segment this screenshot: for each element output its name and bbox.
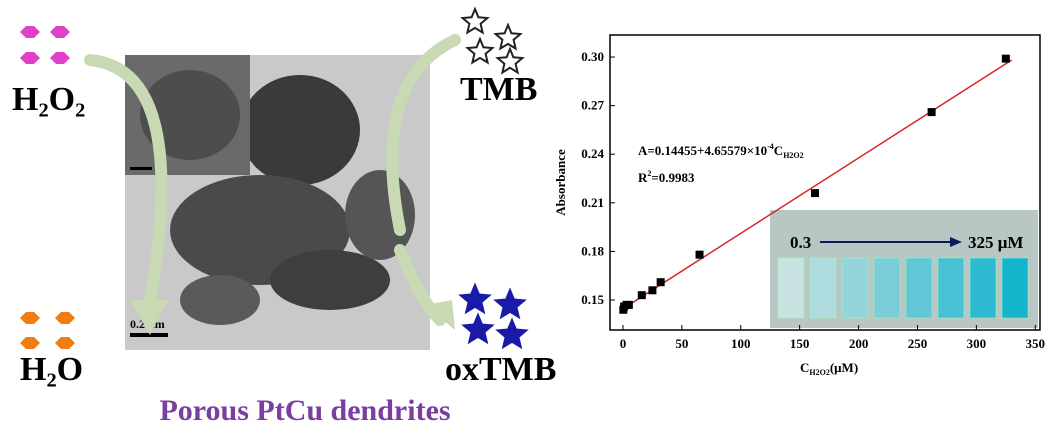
h2o2-icons — [20, 26, 70, 64]
x-tick-label: 100 — [731, 336, 751, 351]
x-label-unit: (μM) — [830, 360, 858, 375]
vial — [809, 257, 837, 319]
eq-lead: A=0.14455+4.65579×10 — [638, 143, 767, 158]
fit-line — [622, 59, 1013, 310]
vial — [937, 257, 965, 319]
y-tick-label: 0.18 — [581, 243, 604, 258]
eq-c: C — [774, 143, 783, 158]
chart: 0.3 325 μM 0 50 100 150 200 250 300 350 0.15 0.18 0.… — [553, 34, 1045, 377]
y-tick-label: 0.27 — [581, 98, 604, 113]
r2-sup: 2 — [647, 169, 651, 178]
oxtmb-label: oxTMB — [445, 351, 556, 388]
star — [495, 317, 529, 350]
y-axis-label: Absorbance — [553, 149, 568, 216]
x-label-sub: H2O2 — [809, 368, 829, 377]
x-tick-label: 50 — [675, 336, 688, 351]
star — [493, 22, 523, 51]
plot-frame — [609, 34, 1041, 331]
inset-start: 0.3 — [790, 233, 811, 252]
star — [493, 287, 527, 320]
vial — [905, 257, 933, 319]
data-point — [1001, 54, 1010, 63]
y-tick-label: 0.24 — [581, 146, 604, 161]
equation: A=0.14455+4.65579×10-4CH2O2 — [638, 142, 804, 160]
h2o-label: H₂O — [20, 351, 83, 388]
x-axis-label: CH2O2(μM) — [800, 360, 858, 377]
star-icons — [458, 6, 529, 350]
inset-arrowhead — [950, 237, 962, 247]
data-point — [656, 278, 665, 287]
data-point — [810, 189, 819, 198]
y-tick-label: 0.21 — [581, 195, 604, 210]
y-tick-label: 0.30 — [581, 49, 604, 64]
data-point — [695, 250, 704, 259]
data-point — [637, 291, 646, 300]
data-point — [624, 300, 633, 309]
x-tick-label: 200 — [849, 336, 869, 351]
vial — [1001, 257, 1029, 319]
data-point — [648, 286, 657, 295]
x-tick-label: 300 — [967, 336, 987, 351]
x-tick-label: 250 — [908, 336, 928, 351]
tem-image: 0.2 μm — [125, 55, 430, 350]
data-point — [927, 108, 936, 117]
inset-end: 325 μM — [968, 233, 1023, 252]
vial — [969, 257, 997, 319]
r2-r: R — [638, 170, 648, 185]
x-label-main: C — [800, 360, 809, 375]
x-tick-label: 150 — [790, 336, 810, 351]
h2o-icons — [20, 312, 75, 349]
figure-title: Porous PtCu dendrites — [159, 394, 450, 425]
vial — [841, 257, 869, 319]
r2-rest: =0.9983 — [651, 170, 695, 185]
star — [460, 6, 490, 35]
star — [495, 46, 525, 75]
eq-sup: -4 — [767, 142, 774, 151]
h2o2-label: H₂O₂ — [12, 81, 85, 118]
arrows — [84, 34, 461, 326]
vial — [777, 257, 805, 319]
r-squared: R2=0.9983 — [638, 169, 695, 185]
x-tick-label: 0 — [620, 336, 627, 351]
star — [458, 282, 492, 315]
x-tick-label: 350 — [1026, 336, 1045, 351]
star — [465, 36, 495, 65]
star — [461, 312, 495, 345]
vial — [873, 257, 901, 319]
tmb-label: TMB — [460, 71, 537, 108]
y-tick-label: 0.15 — [581, 292, 604, 307]
eq-sub: H2O2 — [783, 151, 803, 160]
inset-photo: 0.3 325 μM — [770, 210, 1038, 328]
